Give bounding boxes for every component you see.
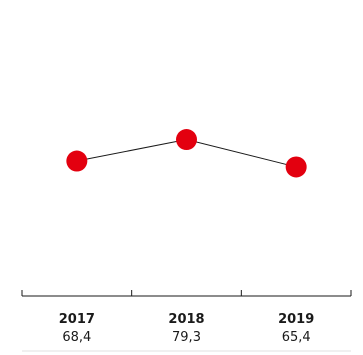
data-value-label: 65,4 [282, 330, 311, 345]
data-point-2018 [176, 129, 197, 151]
x-tick-label: 2019 [278, 312, 314, 327]
category-labels: 2017 68,4 2018 79,3 2019 65,4 [59, 312, 315, 345]
data-value-label: 79,3 [172, 330, 201, 345]
data-point-2017 [66, 150, 88, 172]
x-tick-label: 2018 [168, 312, 204, 327]
data-value-label: 68,4 [62, 330, 91, 345]
x-axis-ticks [21, 290, 352, 296]
x-tick-label: 2017 [59, 312, 95, 327]
data-point-2019 [285, 156, 307, 178]
data-points [66, 129, 307, 178]
